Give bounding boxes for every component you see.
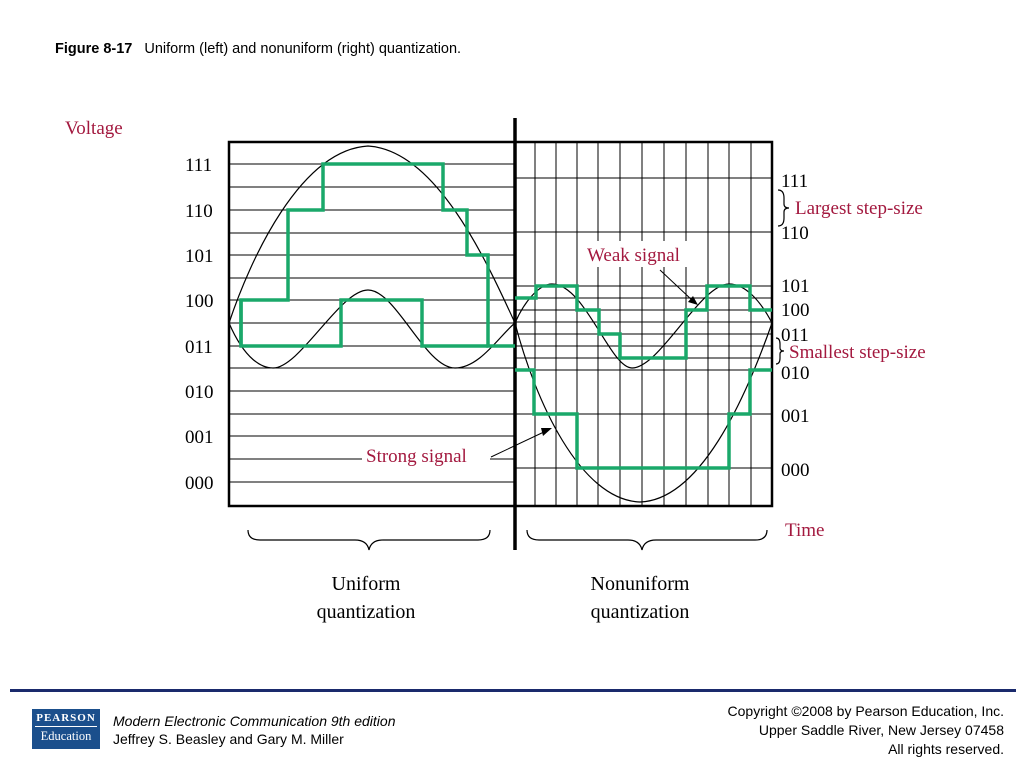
uniform-code-labels: 111 110 101 100 011 010 001 000 <box>185 155 214 494</box>
nonuniform-label-line2: quantization <box>591 601 690 623</box>
weak-signal-label-bg <box>584 241 702 267</box>
nonuniform-code-100: 100 <box>781 300 810 321</box>
uniform-strong-signal-wave <box>228 145 516 324</box>
uniform-code-101: 101 <box>185 246 214 267</box>
nonuniform-code-000: 000 <box>781 460 810 481</box>
figure-caption-text: Uniform (left) and nonuniform (right) qu… <box>144 41 462 57</box>
uniform-label-line2: quantization <box>317 601 416 623</box>
weak-signal-arrow <box>659 269 694 302</box>
uniform-code-010: 010 <box>185 382 214 403</box>
nonuniform-section-brace <box>526 529 768 551</box>
logo-pearson-text: PEARSON <box>35 709 97 727</box>
voltage-axis-label: Voltage <box>65 118 123 139</box>
pearson-logo: PEARSON Education <box>32 709 100 749</box>
nonuniform-label-line1: Nonuniform <box>591 573 690 595</box>
quantization-diagram: Voltage 111 110 101 100 011 010 001 000 … <box>65 118 926 623</box>
time-axis-label: Time <box>785 520 824 541</box>
weak-signal-arrowhead <box>688 296 698 305</box>
copyright-notice: Copyright ©2008 by Pearson Education, In… <box>728 702 1004 759</box>
copyright-line1: Copyright ©2008 by Pearson Education, In… <box>727 703 1004 719</box>
nonuniform-weak-signal-wave <box>514 283 773 369</box>
nonuniform-code-labels: 111 110 101 100 011 010 001 000 <box>781 171 810 481</box>
nonuniform-frame <box>513 140 774 508</box>
strong-signal-arrowhead <box>541 428 552 436</box>
uniform-code-000: 000 <box>185 473 214 494</box>
book-title: Modern Electronic Communication 9th edit… <box>113 713 396 729</box>
nonuniform-code-011: 011 <box>781 325 809 346</box>
copyright-line3: All rights reserved. <box>888 741 1004 757</box>
uniform-code-001: 001 <box>185 427 214 448</box>
uniform-waveforms <box>228 145 516 369</box>
nonuniform-weak-quantized <box>515 284 772 360</box>
figure-number: Figure 8-17 <box>55 41 133 57</box>
quantized-signals <box>239 162 772 470</box>
nonuniform-code-111: 111 <box>781 171 808 192</box>
largest-step-brace <box>777 189 790 227</box>
uniform-code-011: 011 <box>185 337 213 358</box>
uniform-section-brace <box>247 529 491 551</box>
nonuniform-vertical-lines <box>534 142 752 506</box>
uniform-code-100: 100 <box>185 291 214 312</box>
footer-divider <box>10 689 1016 692</box>
uniform-strong-quantized <box>239 162 515 348</box>
nonuniform-code-110: 110 <box>781 223 809 244</box>
strong-signal-arrow <box>490 430 547 458</box>
book-info: Modern Electronic Communication 9th edit… <box>113 712 395 748</box>
book-authors: Jeffrey S. Beasley and Gary M. Miller <box>113 731 344 747</box>
smallest-step-brace <box>775 337 785 365</box>
nonuniform-strong-quantized <box>515 368 772 470</box>
nonuniform-grid <box>513 140 774 508</box>
largest-step-label: Largest step-size <box>795 198 923 219</box>
uniform-gridlines <box>229 163 515 483</box>
logo-education-text: Education <box>40 729 92 743</box>
figure-caption: Figure 8-17 Uniform (left) and nonuniform… <box>55 41 461 57</box>
uniform-weak-quantized <box>239 298 488 348</box>
nonuniform-code-010: 010 <box>781 363 810 384</box>
smallest-step-label: Smallest step-size <box>789 342 926 363</box>
uniform-label-line1: Uniform <box>332 573 401 595</box>
uniform-code-111: 111 <box>185 155 212 176</box>
nonuniform-code-101: 101 <box>781 276 810 297</box>
weak-signal-label: Weak signal <box>587 245 680 266</box>
strong-signal-label: Strong signal <box>366 446 467 467</box>
section-labels: Uniform quantization Nonuniform quantiza… <box>317 573 690 623</box>
uniform-weak-signal-wave <box>228 289 516 369</box>
copyright-line2: Upper Saddle River, New Jersey 07458 <box>758 722 1004 738</box>
nonuniform-strong-signal-wave <box>514 322 773 503</box>
uniform-code-110: 110 <box>185 201 213 222</box>
strong-signal-label-bg <box>362 443 490 469</box>
nonuniform-code-001: 001 <box>781 406 810 427</box>
